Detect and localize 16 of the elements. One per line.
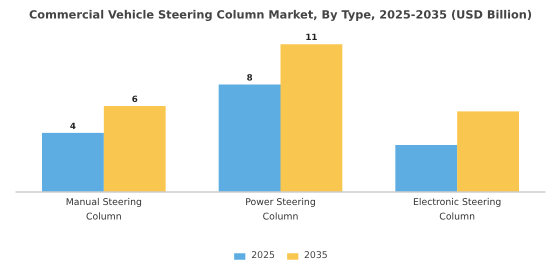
bar [42,132,104,192]
data-label: 8 [246,74,253,84]
chart-title: Commercial Vehicle Steering Column Market, By Type, 2025-2035 (USD Billion) [28,8,532,22]
bar [218,84,280,192]
data-label: 6 [132,95,138,106]
x-tick-label: Manual Steering Column [66,196,142,222]
data-label: 4 [70,122,76,132]
x-tick-label: Power Steering Column [245,196,316,222]
legend-label: 2035 [304,250,328,261]
legend-label: 2025 [251,250,275,261]
x-tick-label: Electronic Steering Column [413,196,502,222]
bar [104,106,166,192]
data-label: 11 [305,33,318,44]
bar [457,111,519,192]
bar [280,44,342,192]
bar [395,144,458,192]
